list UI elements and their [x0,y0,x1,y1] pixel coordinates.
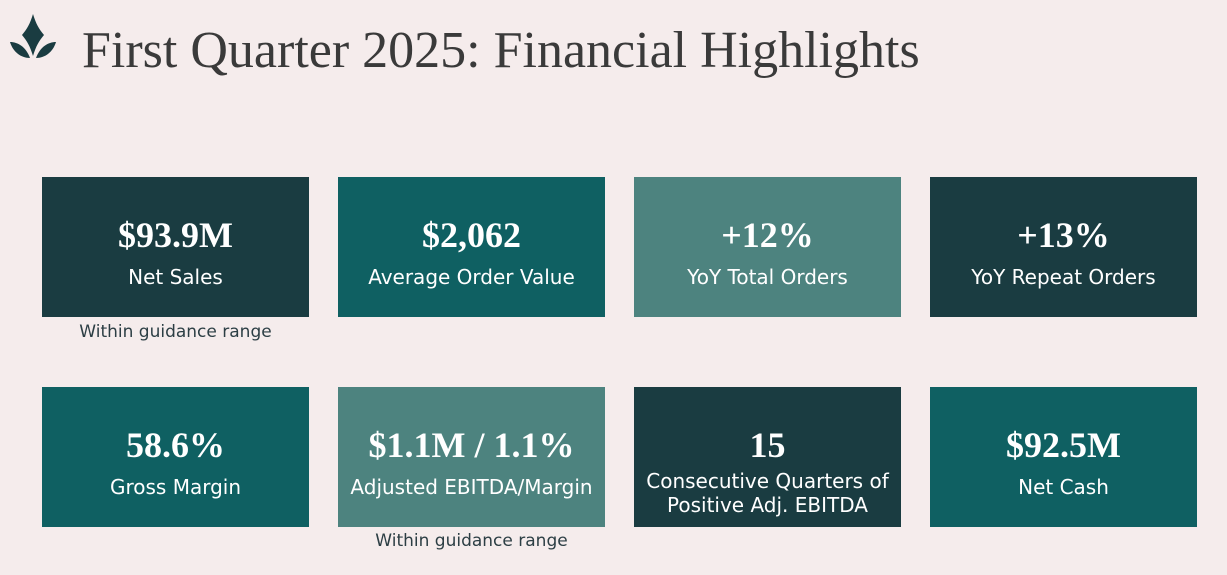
metric-card-yoy-repeat-orders: +13% YoY Repeat Orders [930,177,1197,317]
metric-card-consecutive-quarters: 15 Consecutive Quarters of Positive Adj.… [634,387,901,527]
metric-value: $1.1M / 1.1% [368,425,575,465]
metric-label: Gross Margin [109,475,242,499]
metric-value: 15 [749,425,786,465]
metric-value: +12% [721,215,814,255]
metric-card-adjusted-ebitda: $1.1M / 1.1% Adjusted EBITDA/Margin [338,387,605,527]
metric-label: Net Cash [1018,475,1109,499]
metric-label: Consecutive Quarters of Positive Adj. EB… [646,469,889,517]
metric-card-gross-margin: 58.6% Gross Margin [42,387,309,527]
page-title: First Quarter 2025: Financial Highlights [82,22,920,79]
metric-card-yoy-total-orders: +12% YoY Total Orders [634,177,901,317]
metric-note-net-sales: Within guidance range [79,322,272,342]
metric-label: Adjusted EBITDA/Margin [350,475,593,499]
metric-note-adjusted-ebitda: Within guidance range [375,531,568,551]
metric-card-net-sales: $93.9M Net Sales [42,177,309,317]
metric-card-net-cash: $92.5M Net Cash [930,387,1197,527]
metric-label: YoY Total Orders [687,265,848,289]
metric-label: YoY Repeat Orders [971,265,1156,289]
metric-value: $2,062 [422,215,521,255]
lotus-flower-icon [10,14,56,58]
metric-label: Average Order Value [368,265,575,289]
metric-value: $93.9M [118,215,233,255]
metric-value: +13% [1017,215,1110,255]
metric-value: 58.6% [126,425,225,465]
metric-card-average-order-value: $2,062 Average Order Value [338,177,605,317]
metric-label: Net Sales [128,265,223,289]
metric-value: $92.5M [1006,425,1121,465]
